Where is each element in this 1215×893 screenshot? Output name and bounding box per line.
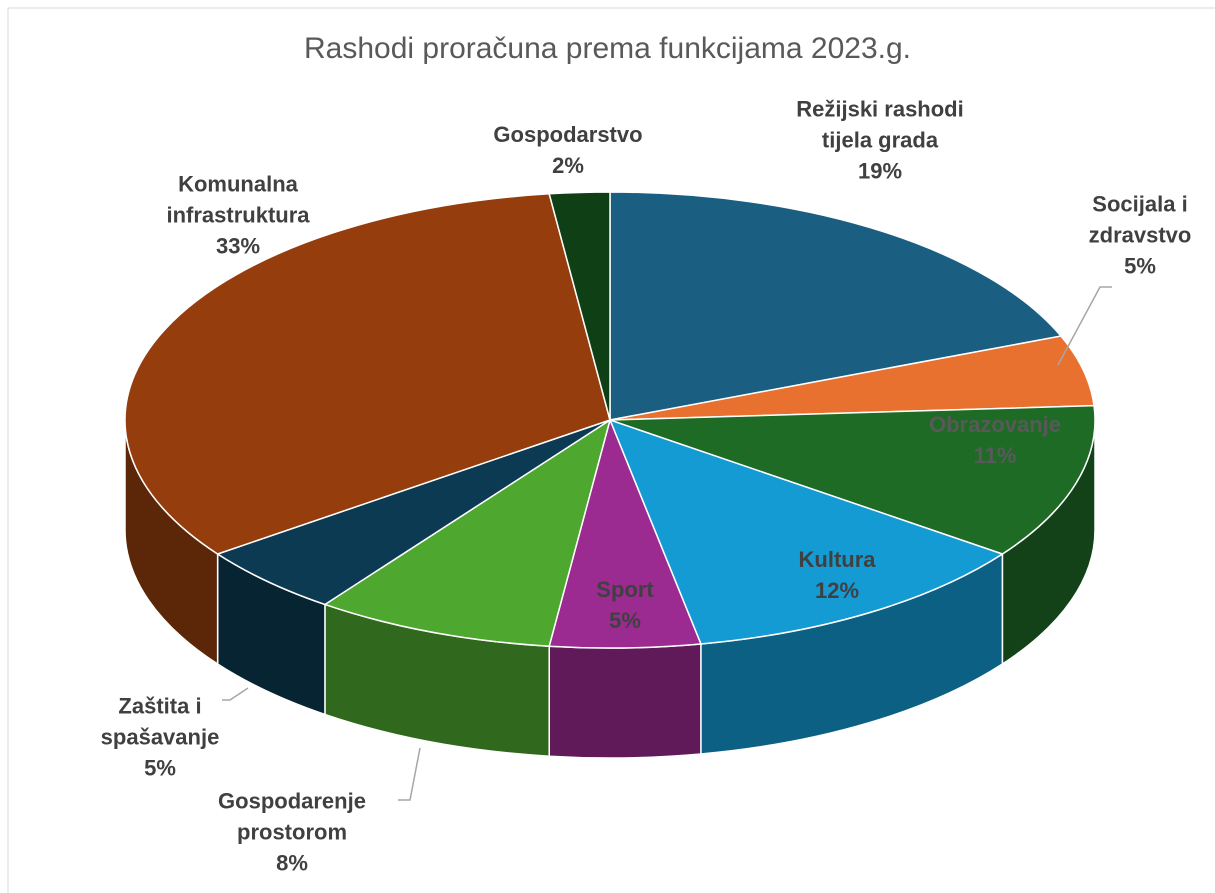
data-label: Zaštita i spašavanje 5% — [75, 691, 245, 784]
category-label: Gospodarstvo — [493, 122, 643, 147]
leader-line — [398, 747, 421, 801]
chart-title: Rashodi proračuna prema funkcijama 2023.… — [303, 32, 912, 65]
data-label: Sport 5% — [565, 574, 685, 636]
value-label: 2% — [552, 153, 584, 178]
data-label: Gospodarenje prostorom 8% — [177, 786, 407, 879]
leader-line — [1057, 286, 1112, 366]
value-label: 8% — [276, 850, 308, 876]
pie-slice — [548, 417, 702, 649]
value-label: 11% — [973, 443, 1017, 468]
data-label: Komunalna infrastruktura 33% — [123, 169, 353, 262]
value-label: 19% — [857, 158, 903, 184]
data-label: Obrazovanje 11% — [895, 409, 1095, 471]
data-label: Režijski rashodi tijela grada 19% — [790, 94, 970, 187]
category-label: Obrazovanje — [928, 412, 1062, 437]
pie-slice — [608, 418, 1005, 645]
pie-slice — [323, 418, 612, 647]
pie-slice-side — [548, 643, 702, 759]
category-label: Režijski rashodi tijela grada — [796, 96, 964, 153]
pie-slice — [215, 419, 611, 606]
category-label: Kultura — [798, 547, 876, 572]
data-label: Kultura 12% — [762, 544, 912, 606]
value-label: 5% — [609, 608, 641, 633]
category-label: Socijala i zdravstvo — [1088, 191, 1192, 248]
category-label: Komunalna infrastruktura — [166, 171, 310, 228]
value-label: 5% — [1124, 253, 1156, 279]
value-label: 12% — [814, 578, 860, 603]
category-label: Sport — [596, 577, 654, 602]
data-label: Gospodarstvo 2% — [453, 119, 683, 181]
value-label: 5% — [144, 755, 176, 781]
pie-slice — [609, 191, 1063, 421]
value-label: 33% — [215, 233, 261, 259]
pie-slice — [548, 191, 611, 421]
category-label: Gospodarenje prostorom — [218, 788, 366, 845]
pie-slice — [609, 335, 1095, 421]
data-label: Socijala i zdravstvo 5% — [1065, 189, 1215, 282]
leader-line — [222, 687, 249, 701]
pie-slice — [124, 193, 611, 555]
category-label: Zaštita i spašavanje — [100, 693, 220, 750]
pie-slice — [609, 404, 1096, 555]
